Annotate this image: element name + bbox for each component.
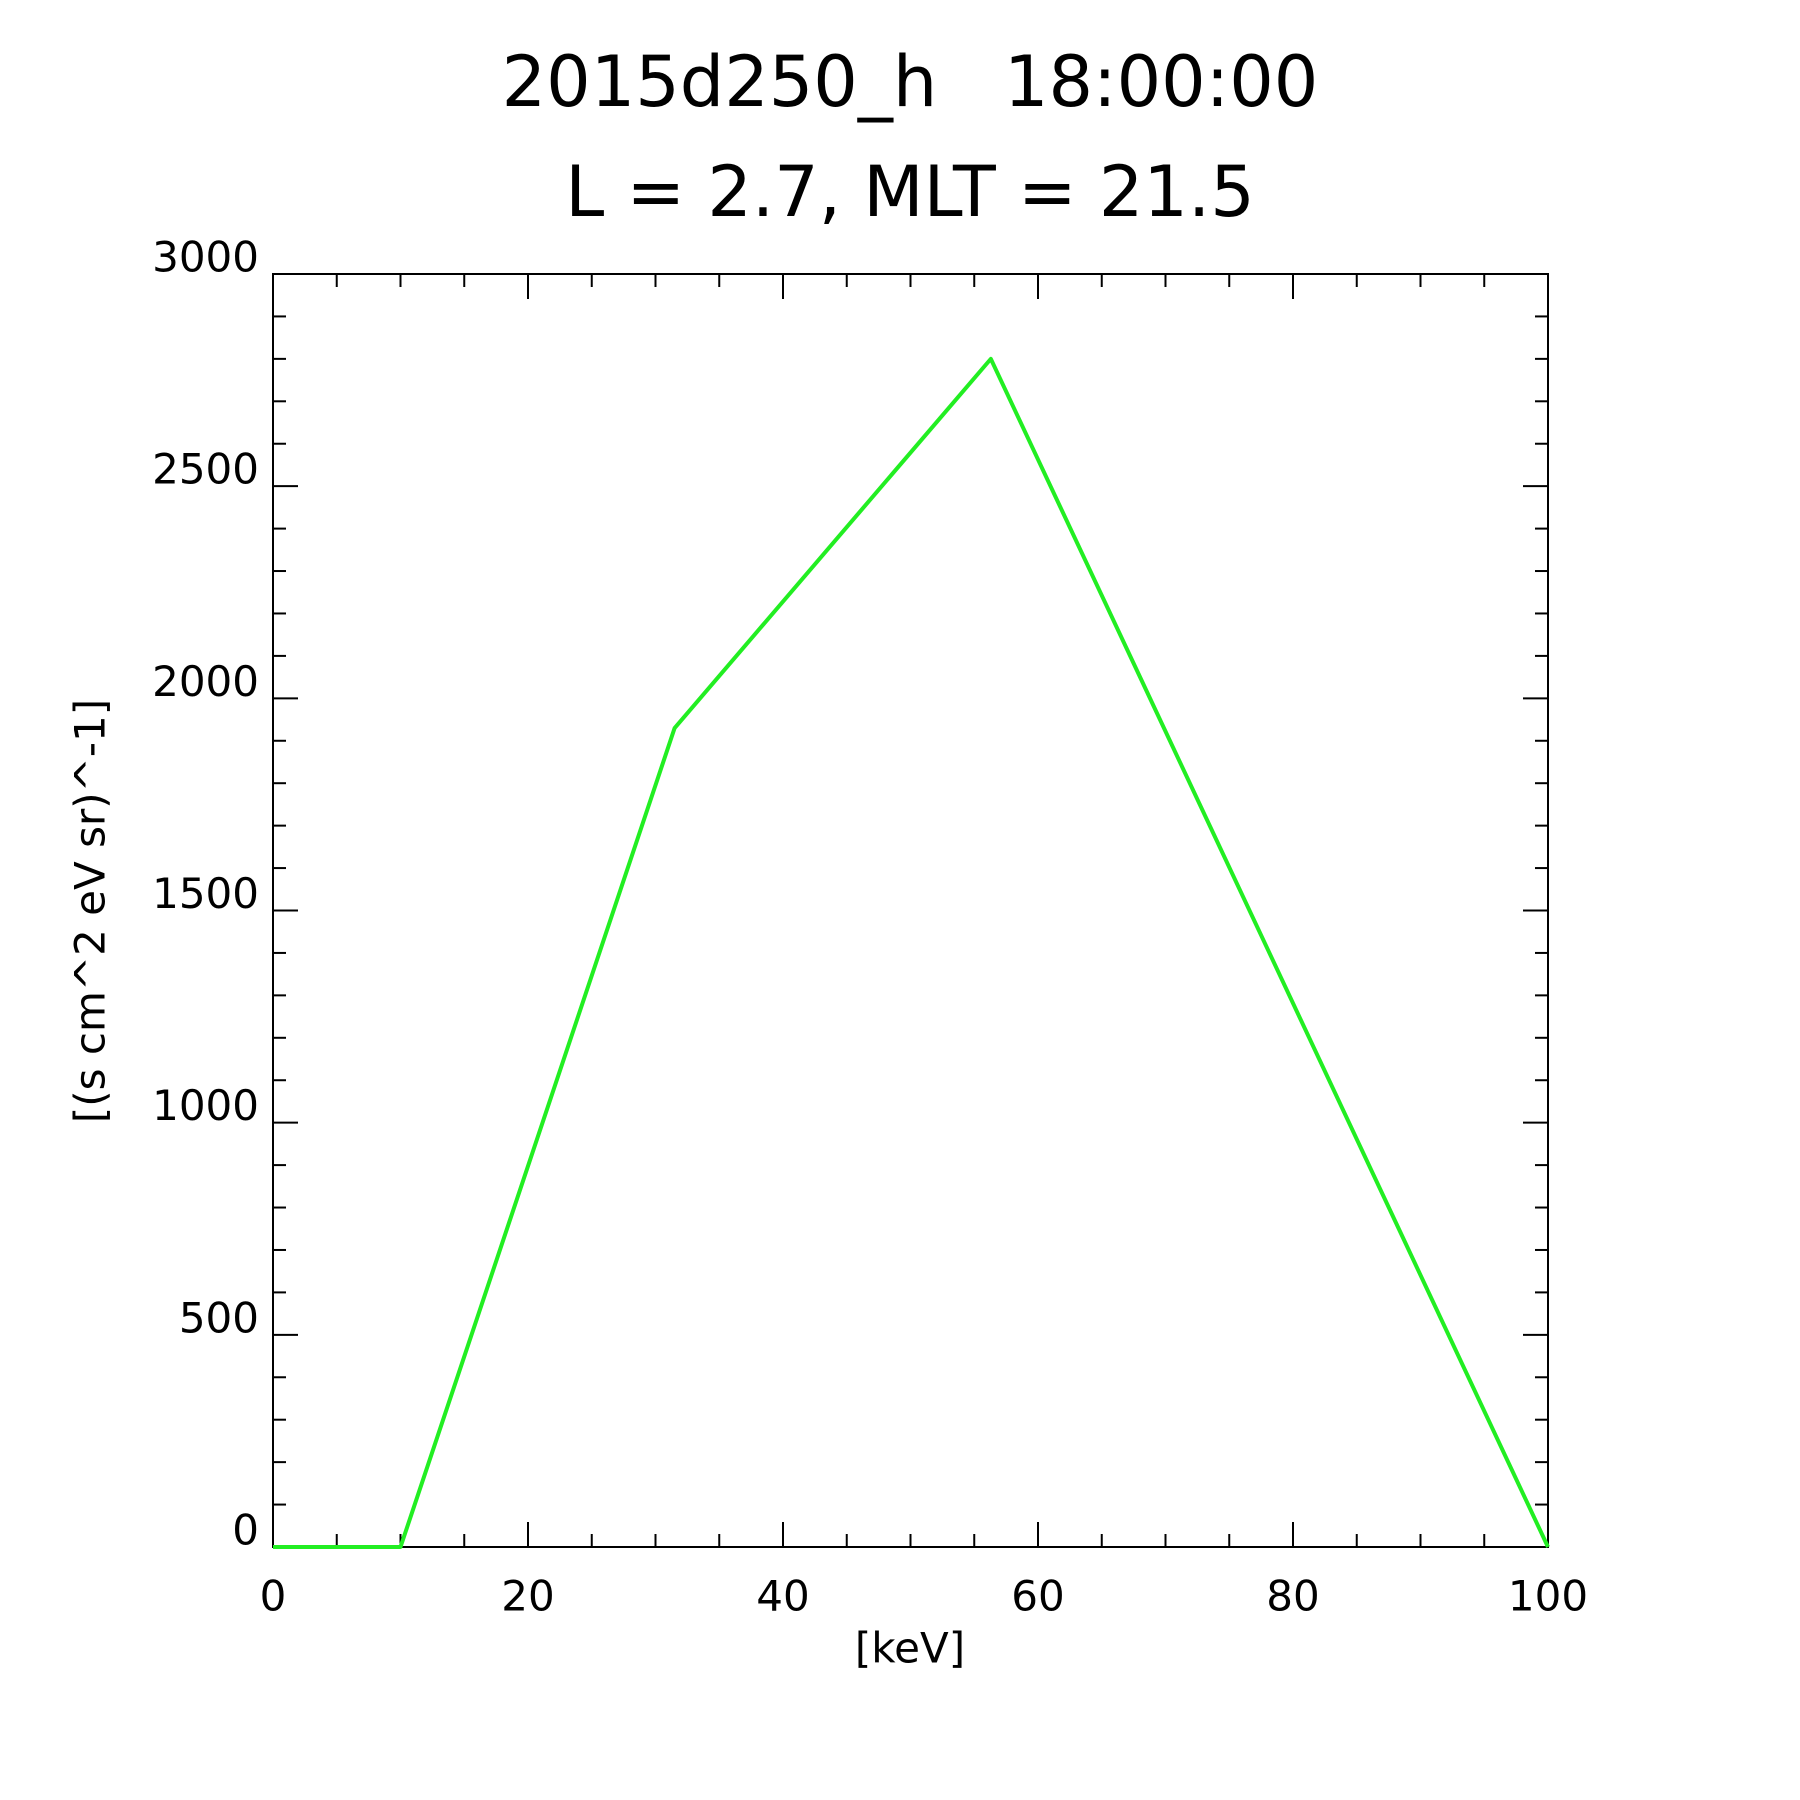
y-tick-label: 1000 (152, 1081, 259, 1130)
x-tick-label: 60 (1011, 1572, 1064, 1621)
y-axis-label: [(s cm^2 eV sr)^-1] (66, 699, 115, 1123)
y-tick-label: 2000 (152, 657, 259, 706)
x-tick-label: 100 (1508, 1572, 1588, 1621)
x-tick-label: 40 (756, 1572, 809, 1621)
y-tick-label: 3000 (152, 233, 259, 282)
x-tick-label: 20 (501, 1572, 554, 1621)
x-tick-label: 0 (260, 1572, 287, 1621)
x-axis-label: [keV] (855, 1624, 965, 1673)
y-tick-label: 1500 (152, 869, 259, 918)
y-tick-label: 0 (232, 1506, 259, 1555)
chart-subtitle: L = 2.7, MLT = 21.5 (565, 151, 1255, 233)
chart-title: 2015d250_h 18:00:00 (502, 41, 1319, 123)
y-tick-label: 2500 (152, 445, 259, 494)
x-tick-label: 80 (1266, 1572, 1319, 1621)
y-tick-label: 500 (179, 1293, 259, 1342)
data-line (273, 356, 1550, 1549)
